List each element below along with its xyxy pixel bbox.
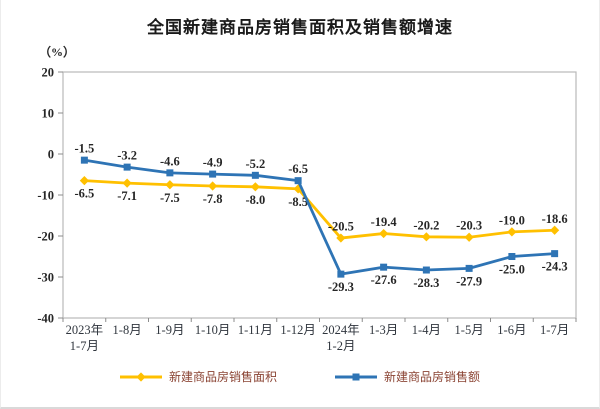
x-tick-label: 1-4月 [412,323,441,337]
data-label: -27.6 [371,273,397,287]
x-tick-label: 1-5月 [455,323,484,337]
y-tick-label: -30 [37,271,54,285]
data-label: -20.2 [413,218,439,232]
data-label: -18.6 [542,212,568,226]
x-tick-label: 1-10月 [195,323,230,337]
x-tick-label: 1-12月 [280,323,315,337]
data-label: -7.1 [117,189,137,203]
data-label: -20.3 [456,219,482,233]
x-tick-label: 2023年 [66,323,104,337]
legend-line-diamond-icon [119,371,162,382]
data-label: -6.5 [74,187,94,201]
y-tick-label: -10 [37,189,54,203]
axes: 20 10 0 -10 -20 -30 -40 [37,66,577,326]
x-tick-label: 1-3月 [369,323,398,337]
y-tick-label: 0 [48,148,54,162]
data-label: -6.5 [288,162,308,176]
chart-legend: 新建商品房销售面积 新建商品房销售额 [1,368,599,385]
data-label: -4.6 [160,154,180,168]
data-label: -20.5 [328,220,354,234]
data-label: -8.0 [245,193,265,207]
y-axis-unit-label: （%） [39,45,76,59]
y-tick-label: 20 [42,66,55,80]
legend-line-square-icon [335,373,377,380]
data-label: -1.5 [74,142,94,156]
data-label: -29.3 [328,280,354,294]
data-label: -19.0 [499,213,525,227]
series-1: -1.5 -3.2 -4.6 -4.9 -5.2 -6.5 -29.3 -27.6 -28.3 -… [74,142,567,294]
y-tick-label: -20 [37,230,54,244]
x-tick-label: 1-7月 [70,339,99,353]
x-axis-labels: 2023年 1-7月 1-8月 1-9月 1-10月 1-11月 1-12月 2024年 1-2… [66,323,570,353]
data-label: -28.3 [413,276,439,290]
data-label: -25.0 [499,263,525,277]
x-tick-label: 2024年 [322,323,360,337]
y-tick-label: -40 [37,312,54,326]
x-tick-label: 1-8月 [113,323,142,337]
legend-label-sales-amount: 新建商品房销售额 [384,370,481,384]
y-tick-label: 10 [42,107,55,121]
data-label: -5.2 [245,157,265,171]
x-tick-label: 1-9月 [155,323,184,337]
data-label: -7.5 [160,191,180,205]
legend-label-sales-area: 新建商品房销售面积 [168,370,277,384]
x-tick-label: 1-2月 [326,339,355,353]
x-tick-label: 1-7月 [540,323,569,337]
legend-item-sales-area: 新建商品房销售面积 [119,368,277,385]
line-chart-canvas: 20 10 0 -10 -20 -30 -40 2023年 1-7月 1-8月 1-9月 1-10月 1… [37,66,577,353]
data-label: -24.3 [542,260,568,274]
x-tick-label: 1-11月 [238,323,273,337]
data-label: -4.9 [203,156,223,170]
data-label: -8.5 [288,195,308,209]
data-label: -19.4 [371,215,398,229]
data-label: -3.2 [117,149,137,163]
data-label: -7.8 [203,192,223,206]
x-tick-label: 1-6月 [497,323,526,337]
legend-item-sales-amount: 新建商品房销售额 [335,368,480,385]
series-0: -6.5 -7.1 -7.5 -7.8 -8.0 -8.5 -20.5 -19.4 -20.2 -… [74,176,568,243]
chart-title: 全国新建商品房销售面积及销售额增速 [147,18,453,37]
data-label: -27.9 [456,274,482,288]
